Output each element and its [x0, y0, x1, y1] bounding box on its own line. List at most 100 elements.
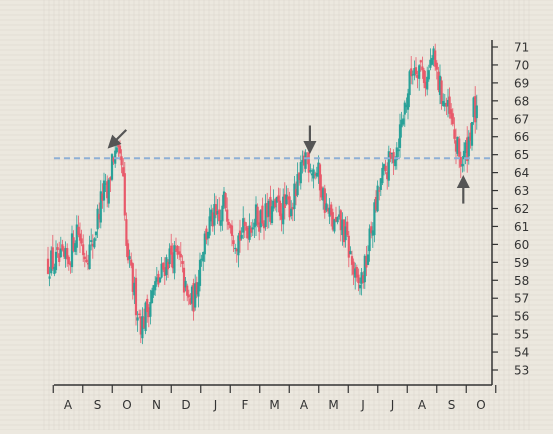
- candle-down: [181, 261, 184, 264]
- candle-up: [443, 102, 446, 107]
- candle-up: [128, 256, 131, 260]
- candle-up: [64, 248, 67, 259]
- candle-down: [286, 196, 290, 200]
- candle-down: [187, 294, 190, 298]
- candle-down: [437, 71, 440, 91]
- candle-up: [70, 233, 74, 268]
- candle-down: [346, 221, 349, 236]
- candle-down: [378, 190, 381, 192]
- candle-down: [416, 75, 419, 79]
- x-tick-label: A: [300, 398, 309, 412]
- candle-down: [171, 252, 174, 269]
- candle-down: [421, 66, 424, 71]
- candle-down: [182, 267, 186, 293]
- x-tick-label: S: [94, 398, 102, 412]
- candle-down: [130, 259, 133, 266]
- candle-down: [283, 194, 286, 208]
- candle-up: [206, 231, 210, 239]
- candle-up: [110, 154, 114, 180]
- candle-down: [86, 262, 90, 265]
- candle-up: [299, 162, 302, 184]
- candle-down: [67, 256, 70, 265]
- candle-down: [118, 145, 122, 154]
- candle-down: [435, 62, 438, 70]
- candle-up: [259, 210, 262, 228]
- candle-up: [240, 234, 243, 239]
- candle-down: [422, 70, 426, 84]
- candle-up: [397, 149, 400, 152]
- candle-down: [331, 212, 334, 230]
- candle-down: [424, 81, 427, 89]
- candle-up: [275, 196, 278, 203]
- y-tick-label: 60: [514, 238, 529, 252]
- candle-up: [221, 205, 224, 222]
- candle-down: [238, 230, 242, 241]
- candle-down: [434, 50, 437, 67]
- candle-up: [158, 277, 162, 283]
- candle-down: [261, 205, 264, 224]
- candle-down: [453, 129, 456, 139]
- candle-down: [235, 248, 238, 252]
- candle-up: [237, 235, 240, 256]
- y-axis: 53 54 55 56 57 58 59 60 61 62 63 64 65 66 67 68 69 70 71: [491, 40, 529, 385]
- candle-up: [470, 122, 474, 146]
- y-tick-label: 58: [514, 274, 529, 288]
- candle-down: [91, 243, 94, 247]
- candle-down: [106, 181, 109, 199]
- candle-down: [72, 237, 75, 252]
- candle-down: [224, 193, 227, 209]
- candle-up: [387, 151, 390, 181]
- x-tick-label: D: [181, 398, 190, 412]
- candle-up: [197, 282, 200, 297]
- candle-up: [53, 266, 56, 275]
- candle-up: [203, 233, 206, 255]
- candle-down: [78, 233, 82, 241]
- candle-down: [51, 247, 54, 270]
- candle-down: [142, 317, 146, 328]
- candle-up: [88, 244, 91, 269]
- candle-up: [464, 142, 467, 153]
- candle-up: [429, 59, 432, 68]
- candle-down: [355, 266, 358, 278]
- candle-down: [125, 219, 128, 246]
- candle-up: [310, 173, 314, 176]
- candle-up: [411, 74, 414, 76]
- candle-down: [157, 273, 160, 285]
- candle-down: [109, 177, 112, 181]
- candle-up: [461, 163, 464, 167]
- candle-up: [141, 316, 144, 339]
- candle-up: [406, 93, 410, 110]
- candle-down: [83, 256, 86, 260]
- candle-down: [350, 256, 354, 265]
- candle-up: [94, 231, 98, 236]
- candle-down: [448, 96, 451, 114]
- y-tick-label: 57: [514, 292, 529, 306]
- candle-down: [459, 156, 462, 167]
- candle-up: [50, 250, 53, 274]
- candle-down: [374, 196, 378, 210]
- candle-up: [154, 281, 157, 291]
- annotation-arrows: [107, 125, 470, 204]
- candle-down: [291, 207, 294, 210]
- candle-up: [430, 58, 434, 65]
- candle-up: [379, 178, 382, 190]
- y-tick-label: 66: [514, 130, 529, 144]
- x-tick-label: J: [390, 398, 395, 412]
- candle-down: [229, 224, 232, 229]
- candle-up: [325, 203, 328, 211]
- candle-up: [173, 245, 176, 274]
- candle-down: [176, 245, 179, 255]
- candle-up: [136, 317, 139, 321]
- candle-down: [256, 206, 259, 225]
- y-tick-label: 70: [514, 58, 529, 72]
- candle-up: [405, 104, 408, 108]
- annotation-arrow-down-left: [107, 129, 128, 149]
- candle-up: [267, 200, 270, 217]
- y-tick-label: 62: [514, 202, 529, 216]
- candle-down: [314, 174, 317, 176]
- candle-up: [194, 283, 197, 308]
- candle-up: [328, 207, 331, 217]
- candle-down: [365, 256, 368, 268]
